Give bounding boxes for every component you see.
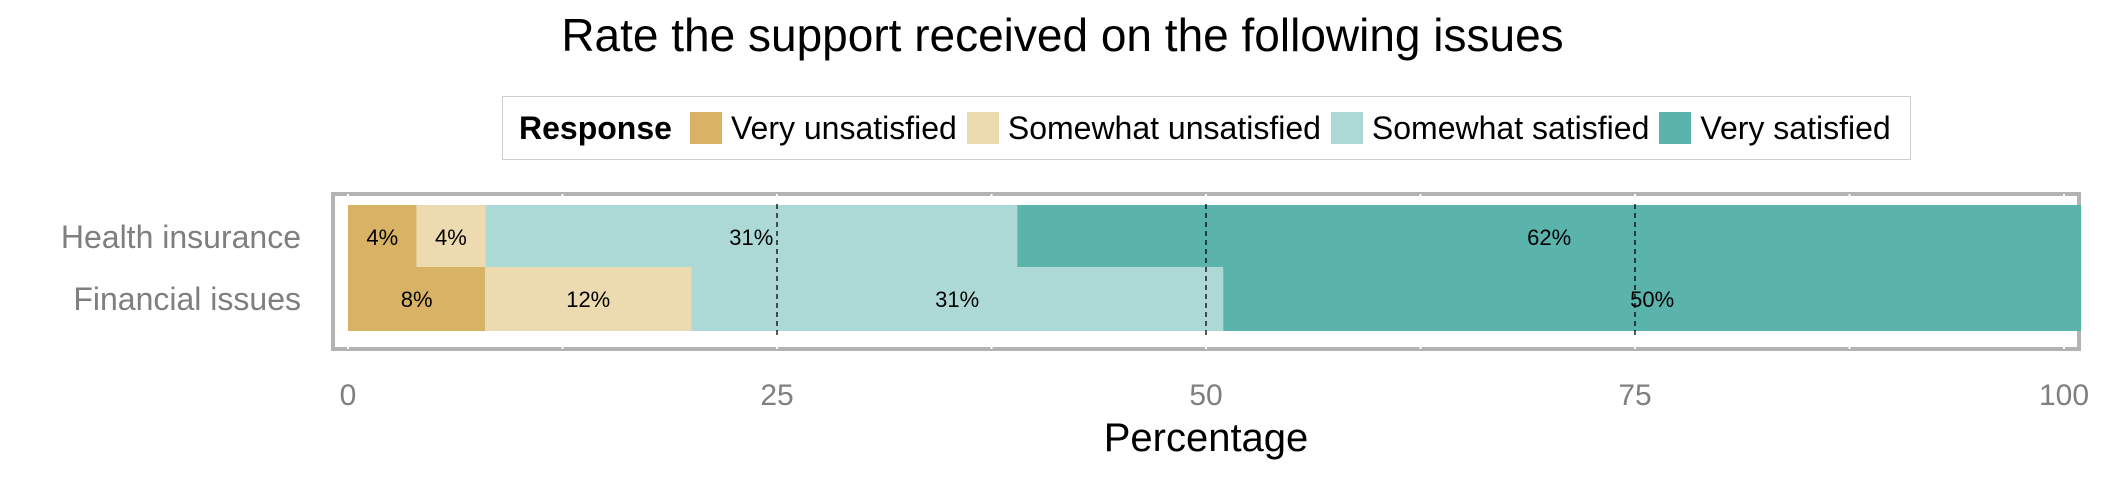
bar-financial-issues-very-unsatisfied bbox=[348, 267, 486, 331]
bar-financial-issues-somewhat-satisfied bbox=[691, 267, 1224, 331]
legend-item-very-satisfied: Very satisfied bbox=[1659, 109, 1891, 147]
x-tick-label-50: 50 bbox=[1189, 379, 1222, 412]
legend-label-very-unsatisfied: Very unsatisfied bbox=[730, 109, 957, 146]
data-label-financial-issues-very-satisfied: 50% bbox=[1630, 287, 1674, 312]
bar-health-insurance-very-satisfied bbox=[1017, 205, 2082, 269]
x-axis-title: Percentage bbox=[1104, 416, 1309, 460]
legend-swatch-very-unsatisfied bbox=[689, 112, 722, 144]
bar-health-insurance-somewhat-satisfied bbox=[485, 205, 1018, 269]
legend-swatch-somewhat-unsatisfied bbox=[966, 112, 999, 144]
x-tick-label-100: 100 bbox=[2039, 379, 2089, 412]
bar-health-insurance-somewhat-unsatisfied bbox=[416, 205, 486, 269]
bar-financial-issues-very-satisfied bbox=[1223, 267, 2082, 331]
data-label-financial-issues-somewhat-satisfied: 31% bbox=[935, 287, 979, 312]
data-label-health-insurance-very-unsatisfied: 4% bbox=[366, 225, 398, 250]
data-label-health-insurance-somewhat-satisfied: 31% bbox=[729, 225, 773, 250]
data-label-financial-issues-very-unsatisfied: 8% bbox=[401, 287, 433, 312]
legend-swatch-somewhat-satisfied bbox=[1330, 112, 1363, 144]
legend-swatch-very-satisfied bbox=[1659, 112, 1692, 144]
legend: Response Very unsatisfied Somewhat unsat… bbox=[502, 96, 1911, 160]
legend-item-somewhat-satisfied: Somewhat satisfied bbox=[1330, 109, 1650, 147]
legend-label-very-satisfied: Very satisfied bbox=[1700, 109, 1891, 146]
data-label-health-insurance-very-satisfied: 62% bbox=[1527, 225, 1571, 250]
bar-financial-issues-somewhat-unsatisfied bbox=[485, 267, 692, 331]
x-tick-label-25: 25 bbox=[760, 379, 793, 412]
legend-label-somewhat-unsatisfied: Somewhat unsatisfied bbox=[1007, 109, 1321, 146]
data-label-financial-issues-somewhat-unsatisfied: 12% bbox=[566, 287, 610, 312]
bar-health-insurance-very-unsatisfied bbox=[348, 205, 417, 269]
legend-item-somewhat-unsatisfied: Somewhat unsatisfied bbox=[966, 109, 1321, 147]
y-tick-label-financial-issues: Financial issues bbox=[73, 281, 301, 317]
x-tick-label-0: 0 bbox=[340, 379, 357, 412]
x-tick-label-75: 75 bbox=[1618, 379, 1651, 412]
y-tick-label-health-insurance: Health insurance bbox=[61, 219, 301, 255]
legend-label-somewhat-satisfied: Somewhat satisfied bbox=[1371, 109, 1650, 146]
legend-item-very-unsatisfied: Very unsatisfied bbox=[689, 109, 957, 147]
chart-title: Rate the support received on the followi… bbox=[561, 9, 1564, 61]
data-label-health-insurance-somewhat-unsatisfied: 4% bbox=[435, 225, 467, 250]
legend-title: Response bbox=[519, 109, 672, 146]
